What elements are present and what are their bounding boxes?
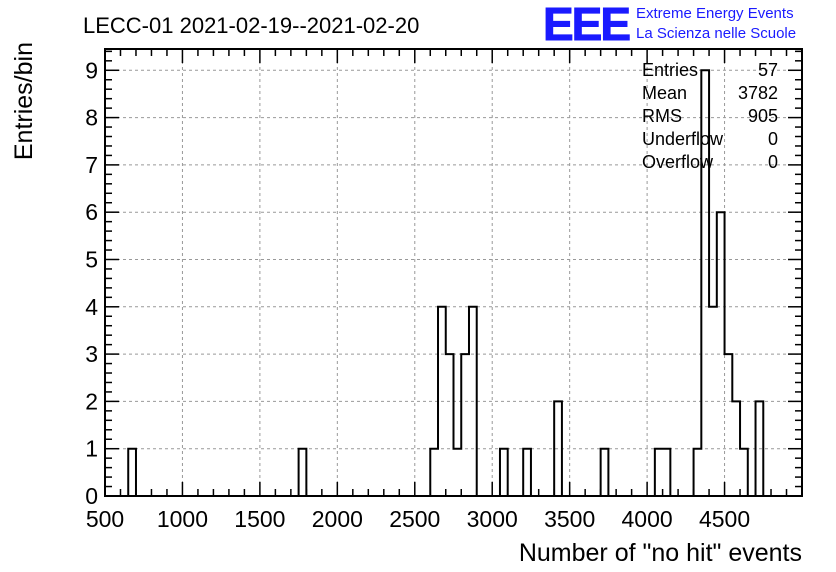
histogram-bin bbox=[694, 449, 702, 496]
histogram-bin bbox=[740, 449, 748, 496]
y-tick-label: 2 bbox=[85, 388, 98, 414]
y-tick-label: 4 bbox=[85, 294, 98, 320]
stats-label: Overflow bbox=[642, 152, 714, 172]
logo-line1: Extreme Energy Events bbox=[636, 5, 794, 22]
histogram-bin bbox=[430, 449, 438, 496]
x-tick-label: 1000 bbox=[157, 506, 208, 532]
axes-frame bbox=[104, 48, 803, 497]
y-tick-label: 1 bbox=[85, 436, 98, 462]
plot-frame bbox=[104, 48, 803, 497]
stats-value: 0 bbox=[768, 152, 778, 172]
histogram-bin bbox=[454, 449, 462, 496]
y-axis-title: Entries/bin bbox=[10, 42, 38, 160]
histogram-bin bbox=[663, 449, 671, 496]
histogram-bin bbox=[299, 449, 307, 496]
histogram-bin bbox=[461, 354, 469, 496]
x-tick-label: 4500 bbox=[699, 506, 750, 532]
x-tick-label: 500 bbox=[86, 506, 124, 532]
y-tick-label: 3 bbox=[85, 341, 98, 367]
histogram-series bbox=[105, 69, 802, 497]
x-axis-title: Number of "no hit" events bbox=[519, 539, 802, 567]
histogram-bin bbox=[523, 449, 531, 496]
stats-value: 905 bbox=[748, 106, 778, 126]
y-axis: 0 1 2 3 4 5 6 7 8 9 bbox=[85, 50, 802, 509]
histogram-line bbox=[105, 69, 802, 497]
stats-label: Entries bbox=[642, 60, 698, 80]
x-axis: 500 1000 1500 2000 2500 3000 3500 4000 4500 bbox=[86, 49, 803, 532]
stats-label: Mean bbox=[642, 83, 687, 103]
histogram-bin bbox=[601, 449, 609, 496]
x-tick-label: 1500 bbox=[234, 506, 285, 532]
stats-box: Entries 57 Mean 3782 RMS 905 Underflow 0 Overflo… bbox=[642, 60, 778, 172]
stats-value: 0 bbox=[768, 129, 778, 149]
y-tick-label: 5 bbox=[85, 246, 98, 272]
stats-label: Underflow bbox=[642, 129, 724, 149]
x-tick-label: 2500 bbox=[389, 506, 440, 532]
stats-value: 3782 bbox=[738, 83, 778, 103]
x-tick-label: 3000 bbox=[467, 506, 518, 532]
chart-title: LECC-01 2021-02-19--2021-02-20 bbox=[83, 13, 419, 38]
histogram-bin bbox=[655, 449, 663, 496]
logo-line2: La Scienza nelle Scuole bbox=[636, 25, 796, 42]
x-tick-label: 3500 bbox=[544, 506, 595, 532]
x-tick-label: 2000 bbox=[312, 506, 363, 532]
y-tick-label: 6 bbox=[85, 199, 98, 225]
eee-logo-text: EEE bbox=[543, 0, 629, 50]
stats-value: 57 bbox=[758, 60, 778, 80]
histogram-bin bbox=[128, 449, 136, 496]
y-tick-label: 9 bbox=[85, 57, 98, 83]
y-tick-label: 7 bbox=[85, 152, 98, 178]
histogram-bin bbox=[446, 354, 454, 496]
stats-label: RMS bbox=[642, 106, 682, 126]
y-tick-label: 8 bbox=[85, 105, 98, 131]
x-tick-label: 4000 bbox=[622, 506, 673, 532]
histogram-bin bbox=[500, 449, 508, 496]
eee-logo: EEE Extreme Energy Events La Scienza nel… bbox=[543, 0, 797, 51]
y-tick-label: 0 bbox=[85, 483, 98, 509]
histogram-bin bbox=[725, 354, 733, 496]
